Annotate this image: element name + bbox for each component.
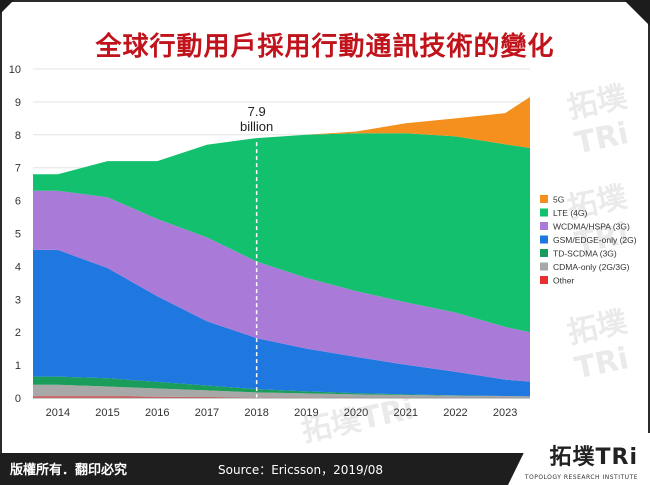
area-td-scdma-3g- bbox=[33, 376, 530, 397]
y-tick-label: 3 bbox=[15, 294, 21, 306]
x-tick-label: 2017 bbox=[195, 407, 219, 419]
legend-label: TD-SCDMA (3G) bbox=[553, 249, 617, 259]
y-tick-label: 2 bbox=[15, 327, 21, 339]
legend-swatch bbox=[540, 262, 548, 271]
tri-logo: 拓墣TRi bbox=[549, 445, 638, 470]
area-cdma-only-2g-3g- bbox=[33, 384, 530, 398]
x-tick-label: 2018 bbox=[244, 407, 268, 419]
annotation-value: 7.9 bbox=[248, 104, 266, 119]
annotation-label: billion bbox=[240, 119, 273, 134]
x-tick-label: 2021 bbox=[394, 407, 418, 419]
x-tick-label: 2023 bbox=[493, 407, 517, 419]
legend-label: CDMA-only (2G/3G) bbox=[553, 262, 630, 272]
x-tick-label: 2016 bbox=[145, 407, 169, 419]
legend-label: LTE (4G) bbox=[553, 208, 587, 218]
legend-label: 5G bbox=[553, 195, 564, 205]
logo-box: 拓墣TRi TOPOLOGY RESEARCH INSTITUTE bbox=[508, 433, 650, 485]
legend-swatch bbox=[540, 208, 548, 217]
y-tick-label: 10 bbox=[9, 64, 21, 76]
legend-swatch bbox=[540, 195, 548, 203]
y-tick-label: 4 bbox=[15, 261, 21, 273]
y-tick-label: 5 bbox=[15, 229, 21, 241]
tri-logo-subtitle: TOPOLOGY RESEARCH INSTITUTE bbox=[524, 474, 638, 481]
corner-decoration bbox=[0, 0, 14, 14]
legend-swatch bbox=[540, 235, 548, 244]
y-tick-label: 8 bbox=[15, 130, 21, 142]
x-tick-label: 2015 bbox=[95, 407, 119, 419]
legend-swatch bbox=[540, 249, 548, 257]
corner-decoration bbox=[624, 0, 650, 26]
copyright-text: 版權所有．翻印必究 bbox=[10, 463, 128, 478]
area-gsm-edge-only-2g- bbox=[33, 249, 530, 397]
axes: 0 1 2 3 4 5 6 7 8 9 10 2014 2015 2016 2017 2018 2019 2020… bbox=[9, 64, 530, 419]
legend-label: WCDMA/HSPA (3G) bbox=[553, 222, 630, 232]
y-tick-label: 1 bbox=[15, 360, 21, 372]
x-tick-label: 2014 bbox=[46, 407, 70, 419]
y-tick-label: 6 bbox=[15, 196, 21, 208]
x-tick-label: 2020 bbox=[344, 407, 368, 419]
source-text: Source：Ericsson，2019/08 bbox=[218, 463, 383, 477]
legend-label: GSM/EDGE-only (2G) bbox=[553, 235, 637, 245]
y-tick-label: 0 bbox=[15, 393, 21, 405]
area-lte-4g- bbox=[33, 133, 530, 333]
y-tick-label: 7 bbox=[15, 163, 21, 175]
x-tick-label: 2022 bbox=[443, 407, 467, 419]
legend-swatch bbox=[540, 276, 548, 284]
area-wcdma-hspa-3g- bbox=[33, 190, 530, 382]
x-tick-label: 2019 bbox=[294, 407, 318, 419]
legend: 5G LTE (4G) WCDMA/HSPA (3G) GSM/EDGE-only (… bbox=[540, 195, 637, 286]
y-tick-label: 9 bbox=[15, 97, 21, 109]
legend-label: Other bbox=[553, 276, 574, 286]
legend-swatch bbox=[540, 222, 548, 230]
area-series bbox=[33, 97, 530, 398]
page-title: 全球行動用戶採用行動通訊技術的變化 bbox=[95, 32, 555, 62]
